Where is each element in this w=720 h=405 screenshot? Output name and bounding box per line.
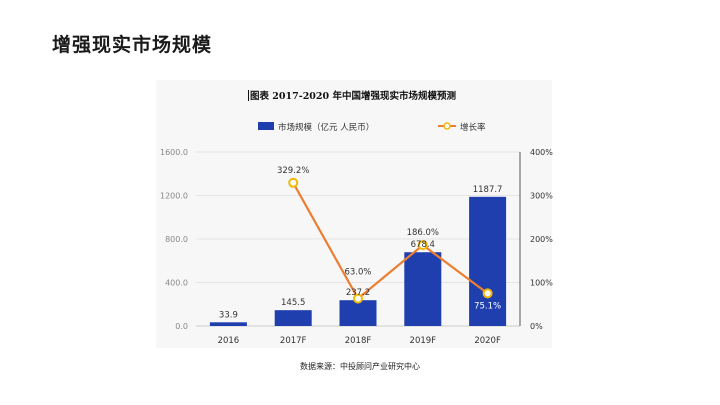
y-right-tick-label: 0% [530, 322, 543, 331]
legend-line-label: 增长率 [460, 122, 486, 133]
growth-rate-label: 186.0% [407, 228, 439, 238]
bar-value-label: 237.2 [346, 288, 370, 298]
y-left-tick-label: 0.0 [175, 322, 188, 331]
data-source-note: 数据来源：中投顾问产业研究中心 [300, 362, 420, 371]
y-left-tick-label: 400.0 [165, 279, 188, 288]
bar-value-label: 1187.7 [473, 185, 503, 195]
bar [469, 196, 507, 326]
bar [339, 300, 377, 326]
legend-bar-swatch [258, 122, 274, 130]
growth-rate-point [353, 293, 363, 304]
y-left-tick-label: 800.0 [165, 235, 188, 244]
growth-rate-point [288, 177, 299, 188]
growth-rate-label: 63.0% [344, 268, 371, 278]
y-left-tick-label: 1200.0 [160, 192, 188, 201]
chart-title: 图表 2017-2020 年中国增强现实市场规模预测 [248, 88, 456, 102]
y-left-tick-label: 1600.0 [160, 148, 188, 157]
legend-bar-label: 市场规模（亿元 人民币） [278, 122, 374, 133]
y-right-tick-label: 300% [530, 192, 553, 201]
x-category-label: 2018F [345, 336, 372, 346]
y-right-tick-label: 400% [530, 148, 553, 157]
x-category-label: 2017F [280, 336, 307, 346]
bar-value-label: 145.5 [281, 298, 305, 308]
bar [209, 322, 247, 326]
x-category-label: 2016 [218, 336, 240, 346]
growth-rate-label: 329.2% [277, 166, 309, 176]
growth-rate-label: 75.1% [474, 301, 501, 311]
growth-rate-point [417, 240, 428, 251]
x-category-label: 2019F [410, 336, 437, 346]
bar-value-label: 33.9 [219, 310, 238, 320]
y-right-tick-label: 100% [530, 279, 553, 288]
growth-rate-point [482, 288, 493, 299]
growth-rate-line [292, 182, 489, 301]
x-category-label: 2020F [474, 336, 501, 346]
bar [404, 252, 442, 326]
bar [274, 310, 312, 326]
chart-title-text: 图表 2017-2020 年中国增强现实市场规模预测 [250, 91, 456, 102]
slide-title: 增强现实市场规模 [52, 34, 213, 56]
bar-value-label: 678.4 [411, 240, 435, 250]
y-right-tick-label: 200% [530, 235, 553, 244]
legend-line-marker [443, 122, 451, 130]
